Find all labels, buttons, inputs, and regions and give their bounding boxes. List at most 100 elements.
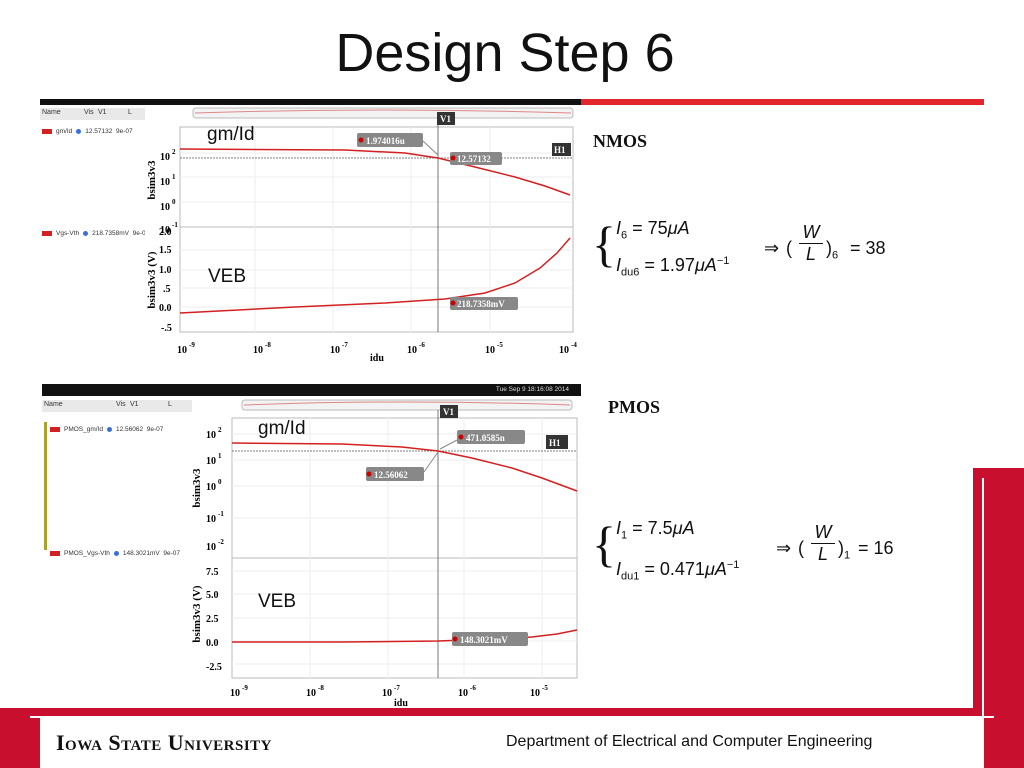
eye-icon[interactable]	[83, 230, 89, 236]
pmos-x-readout: 471.0585n	[439, 430, 525, 450]
footer-top-line	[30, 716, 994, 718]
xtick-label: 10	[530, 688, 540, 699]
nmos-v1-tag[interactable]	[437, 112, 455, 125]
selection-bar	[44, 422, 47, 550]
ytick-label: .5	[163, 284, 171, 295]
pmos-eq-line1: I1 = 7.5μA	[616, 518, 695, 542]
svg-text:-1: -1	[218, 510, 224, 518]
ytick-label: 1.0	[159, 265, 172, 276]
xtick-label: 10	[382, 688, 392, 699]
xtick-label: 10	[458, 688, 468, 699]
svg-text:1: 1	[218, 452, 222, 460]
svg-text:-7: -7	[342, 341, 348, 349]
trace-swatch	[50, 550, 60, 556]
nmos-top-ylabel: bsim3v3	[146, 160, 158, 200]
ytick-label: 10	[160, 177, 170, 188]
window-titlebar-pmos: Tue Sep 9 18:16:08 2014	[42, 384, 581, 396]
xtick-label: 10	[230, 688, 240, 699]
ytick-label: 5.0	[206, 590, 219, 601]
ytick-label: 1.5	[159, 245, 172, 256]
xtick-label: 10	[559, 345, 569, 356]
nmos-h1-tag[interactable]	[552, 143, 571, 156]
legend-row[interactable]: Vgs-Vth 218.7358mV 9e-07	[42, 230, 149, 237]
xtick-label: 10	[407, 345, 417, 356]
svg-text:2: 2	[172, 148, 176, 156]
nmos-eq-line2: Idu6 = 1.97μA−1	[616, 255, 730, 279]
pmos-heading: PMOS	[608, 397, 660, 417]
ytick-label: 10	[206, 542, 216, 553]
brace: {	[592, 216, 616, 272]
svg-text:-6: -6	[419, 341, 425, 349]
ytick-label: 10	[160, 202, 170, 213]
nmos-plot[interactable]: bsim3v3 bsim3v3 (V) 10 2 10 1 10 0 10 -1 2.0…	[145, 105, 581, 363]
eye-icon[interactable]	[107, 426, 113, 432]
footer-panel	[40, 716, 984, 768]
nmos-wl-fraction: W L	[798, 222, 824, 265]
legend-col-vis: Vis	[84, 109, 94, 116]
ytick-label: 10	[206, 514, 216, 525]
pmos-timestamp: Tue Sep 9 18:16:08 2014	[495, 386, 569, 393]
svg-text:H1: H1	[554, 145, 566, 155]
pmos-xscroll[interactable]	[241, 399, 573, 411]
ytick-label: 2.0	[159, 227, 172, 238]
svg-text:218.7358mV: 218.7358mV	[457, 299, 505, 309]
pmos-implies-arrow: ⇒	[776, 538, 792, 558]
legend-row[interactable]: PMOS_Vgs-Vth 148.3021mV 9e-07	[50, 550, 180, 557]
legend-col-l: L	[128, 109, 132, 116]
ytick-label: -2.5	[206, 662, 222, 673]
pmos-plot[interactable]: bsim3v3 bsim3v3 (V) 10 2 10 1 10 0 10 -1 10-…	[192, 396, 581, 710]
nmos-eq-line1: I6 = 75μA	[616, 218, 690, 242]
svg-text:-8: -8	[265, 341, 271, 349]
nmos-x-readout: 1.974016u	[357, 133, 439, 156]
slide-title: Design Step 6	[335, 23, 675, 83]
svg-text:-7: -7	[394, 684, 400, 692]
pmos-top-ylabel: bsim3v3	[192, 468, 203, 508]
eye-icon[interactable]	[76, 128, 82, 134]
legend-col-l: L	[168, 401, 172, 408]
pmos-v1-tag[interactable]	[440, 405, 458, 418]
xtick-label: 10	[177, 345, 187, 356]
svg-text:V1: V1	[440, 114, 451, 124]
nmos-heading: NMOS	[593, 131, 647, 151]
legend-row[interactable]: gm/Id 12.57132 9e-07	[42, 128, 133, 135]
svg-text:1.974016u: 1.974016u	[366, 136, 405, 146]
brace: {	[592, 516, 616, 572]
footer-right-line	[982, 478, 984, 728]
legend-col-name: Name	[42, 109, 61, 116]
ytick-label: 10	[206, 430, 216, 441]
nmos-xscroll[interactable]	[192, 107, 574, 119]
legend-col-v1: V1	[130, 401, 139, 408]
ytick-label: 10	[206, 456, 216, 467]
svg-text:471.0585n: 471.0585n	[466, 433, 505, 443]
pmos-gm-readout: 12.56062	[366, 451, 439, 481]
svg-text:12.56062: 12.56062	[374, 470, 408, 480]
nmos-equation: { I6 = 75μA Idu6 = 1.97μA−1 ⇒ ( W L )6 =…	[592, 216, 886, 279]
pmos-eq-line2: Idu1 = 0.471μA−1	[616, 559, 740, 583]
pmos-bottom-ylabel: bsim3v3 (V)	[192, 585, 203, 642]
eye-icon[interactable]	[113, 550, 119, 556]
nmos-gmid-label: gm/Id	[207, 124, 255, 145]
xtick-label: 10	[330, 345, 340, 356]
ytick-label: 2.5	[206, 614, 219, 625]
pmos-equation: { I1 = 7.5μA Idu1 = 0.471μA−1 ⇒ ( W L )1…	[592, 516, 894, 583]
ytick-label: 0.0	[206, 638, 219, 649]
svg-text:V1: V1	[443, 407, 454, 417]
trace-swatch	[42, 128, 52, 134]
university-logo: Iowa State University	[56, 730, 272, 755]
ytick-label: 7.5	[206, 567, 219, 578]
pmos-h1-tag[interactable]	[546, 435, 568, 449]
legend-row[interactable]: PMOS_gm/Id 12.56062 9e-07	[50, 426, 163, 433]
svg-text:0: 0	[218, 478, 222, 486]
pmos-gmid-label: gm/Id	[258, 418, 306, 439]
pmos-wl-fraction: W L	[810, 522, 836, 565]
nmos-veb-curve	[179, 237, 571, 314]
svg-text:-9: -9	[242, 684, 248, 692]
xtick-label: 10	[306, 688, 316, 699]
svg-text:-2: -2	[218, 538, 224, 546]
legend-col-vis: Vis	[116, 401, 126, 408]
svg-text:-6: -6	[470, 684, 476, 692]
legend-col-name: Name	[44, 401, 63, 408]
xtick-label: 10	[485, 345, 495, 356]
svg-text:2: 2	[218, 426, 222, 434]
pmos-xlabel: idu	[394, 698, 408, 709]
